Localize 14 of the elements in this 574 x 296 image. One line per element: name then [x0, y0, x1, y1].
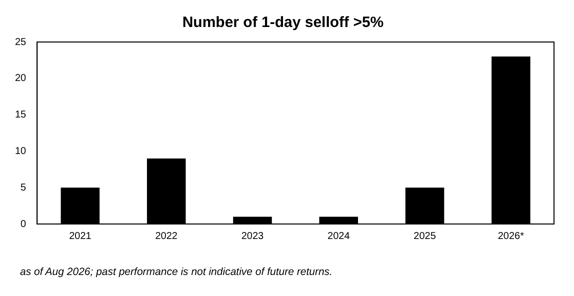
x-tick-label: 2023 [241, 230, 264, 242]
y-tick-label: 10 [15, 146, 27, 157]
x-tick-label: 2021 [69, 230, 92, 242]
y-tick-label: 5 [20, 182, 27, 194]
y-tick-label: 0 [20, 218, 27, 230]
x-tick-label: 2024 [328, 230, 350, 242]
y-tick-label: 25 [15, 36, 27, 48]
x-tick-label: 2026* [498, 230, 524, 242]
y-tick-label: 20 [15, 73, 27, 84]
chart-title: Number of 1-day selloff >5% [182, 14, 384, 32]
x-tick-label: 2022 [155, 230, 178, 242]
y-tick-label: 15 [15, 110, 27, 121]
text: as of Aug 2026; past performance is not indicative of future returns. [19, 266, 334, 278]
x-tick-label: 2025 [414, 230, 436, 242]
